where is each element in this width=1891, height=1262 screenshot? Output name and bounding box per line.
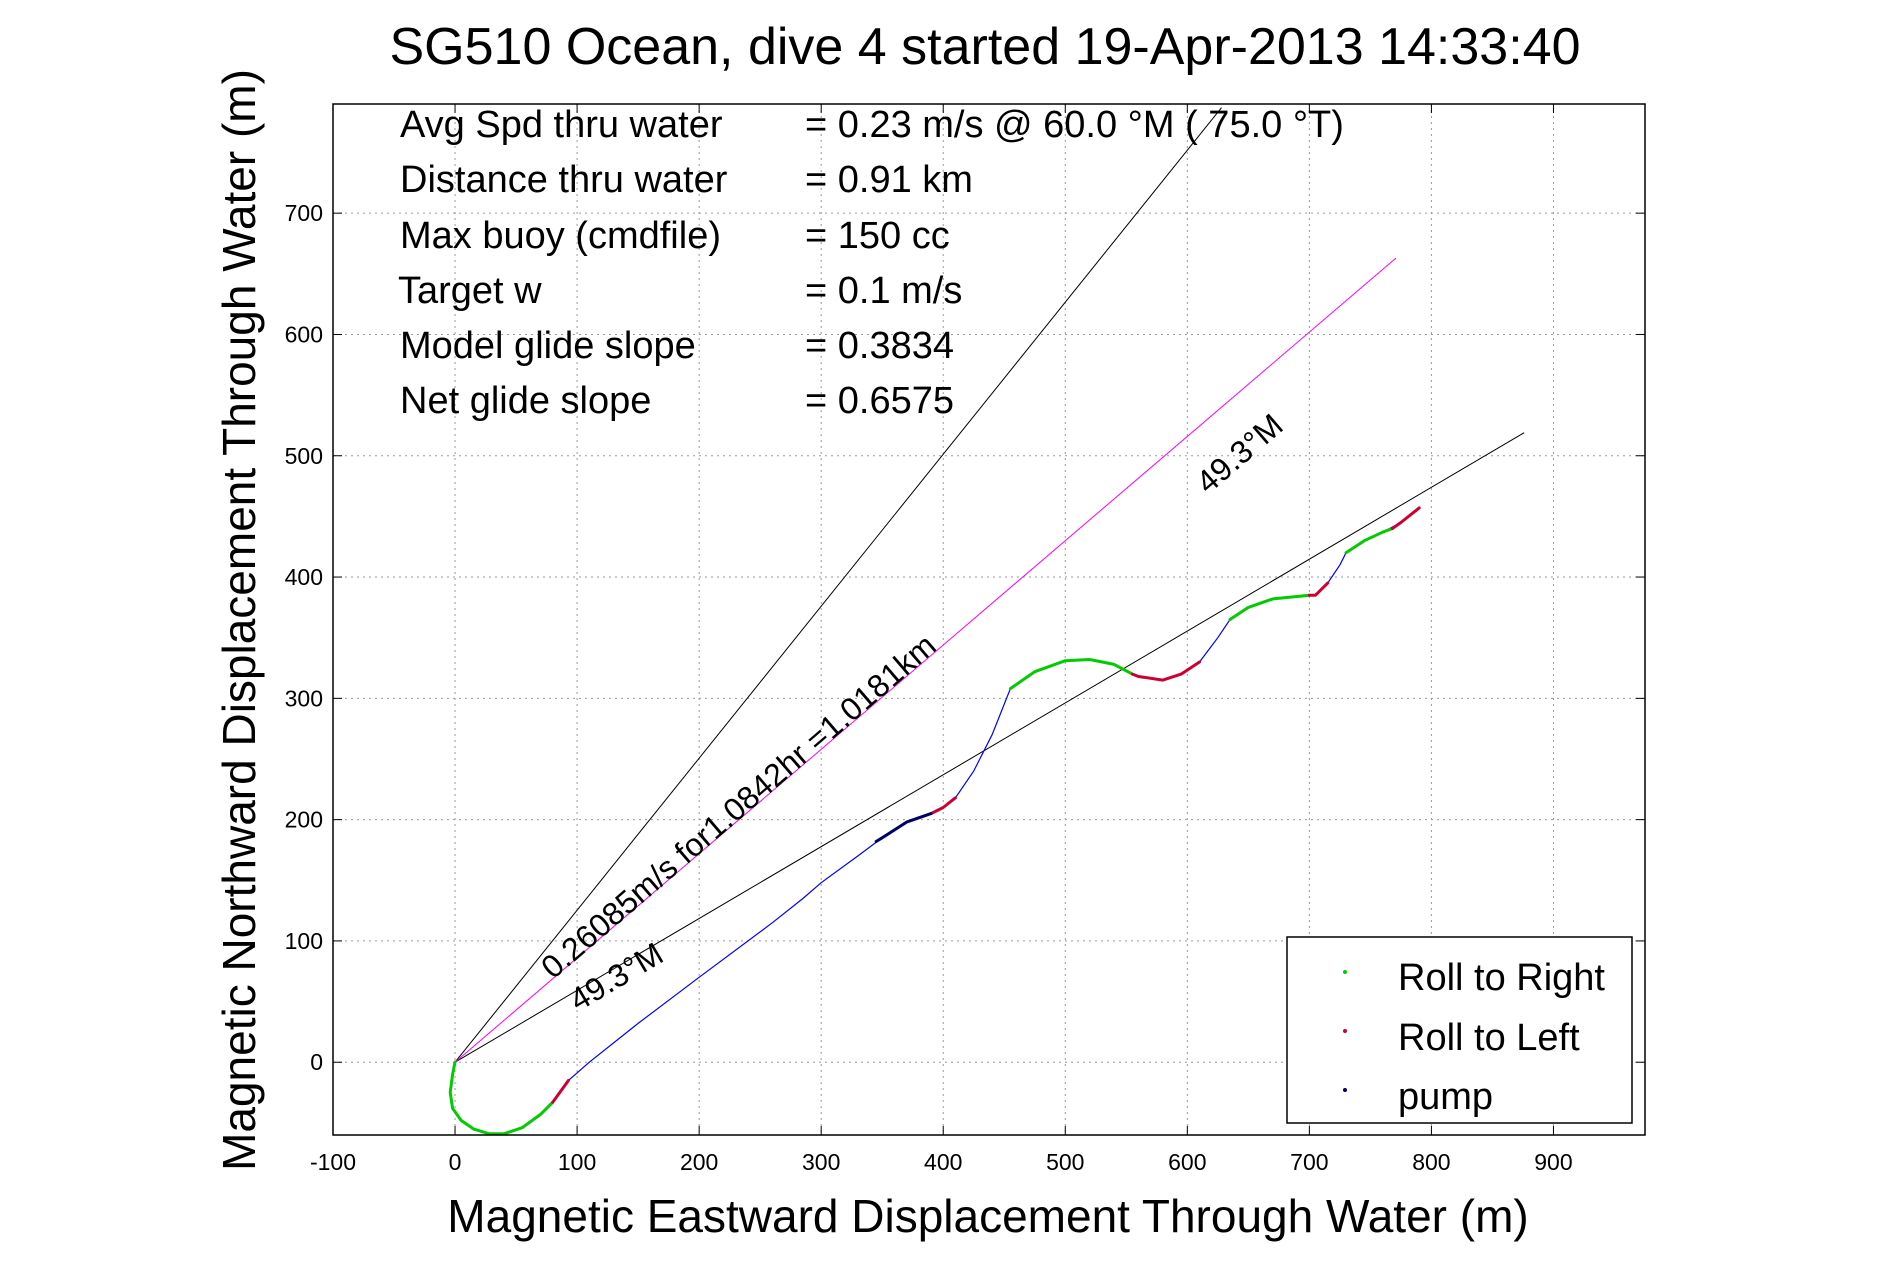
track-line bbox=[449, 507, 1420, 1135]
legend: Roll to Right Roll to Left pump bbox=[1286, 936, 1633, 1124]
series-layer bbox=[448, 506, 1421, 1136]
stat-label-model-glide: Model glide slope bbox=[400, 325, 696, 367]
stat-value-avg-speed: = 0.23 m/s @ 60.0 °M ( 75.0 °T) bbox=[805, 104, 1344, 146]
reference-line bbox=[454, 432, 1525, 1063]
x-tick-label: 500 bbox=[1046, 1149, 1084, 1175]
x-tick-label: 400 bbox=[924, 1149, 962, 1175]
stat-value-model-glide: = 0.3834 bbox=[805, 325, 954, 367]
x-tick-label: 800 bbox=[1412, 1149, 1450, 1175]
series-roll-to-right-segment bbox=[1008, 658, 1134, 691]
upper-heading-annotation: 49.3°M bbox=[1189, 407, 1290, 501]
x-tick-label: 200 bbox=[680, 1149, 718, 1175]
stat-value-target-w: = 0.1 m/s bbox=[805, 270, 962, 312]
legend-label-roll-left: Roll to Left bbox=[1398, 1017, 1580, 1059]
stat-label-distance: Distance thru water bbox=[400, 159, 728, 201]
current-annotation: 0.26085m/s for1.0842hr =1.0181km bbox=[534, 627, 943, 985]
series-roll-to-left-segment bbox=[1390, 506, 1421, 530]
x-tick-label: 300 bbox=[802, 1149, 840, 1175]
x-tick-label: -100 bbox=[310, 1149, 356, 1175]
legend-marker-pump bbox=[1343, 1088, 1347, 1092]
plot-frame bbox=[332, 103, 1646, 1136]
reference-lines bbox=[454, 107, 1525, 1063]
stat-label-net-glide: Net glide slope bbox=[400, 380, 651, 422]
glider-track bbox=[449, 507, 1420, 1135]
series-roll-to-right-segment bbox=[1344, 527, 1394, 555]
series-roll-to-left-segment bbox=[551, 1078, 570, 1104]
legend-marker-roll-right bbox=[1343, 970, 1347, 974]
reference-line bbox=[454, 107, 1222, 1063]
x-tick-labels: -100 0 100 200 300 400 500 600 700 800 900 bbox=[310, 1149, 1573, 1175]
x-tick-label: 0 bbox=[449, 1149, 462, 1175]
y-tick-label: 0 bbox=[310, 1049, 323, 1075]
y-tick-label: 500 bbox=[285, 443, 323, 469]
legend-marker-roll-left bbox=[1343, 1029, 1347, 1033]
stat-label-avg-speed: Avg Spd thru water bbox=[400, 104, 723, 146]
series-roll-to-left-segment bbox=[1307, 581, 1330, 597]
y-tick-label: 300 bbox=[285, 685, 323, 711]
y-tick-labels: 0 100 200 300 400 500 600 700 bbox=[285, 200, 323, 1075]
y-tick-label: 100 bbox=[285, 928, 323, 954]
chart-title: SG510 Ocean, dive 4 started 19-Apr-2013 … bbox=[390, 18, 1581, 76]
y-tick-label: 600 bbox=[285, 321, 323, 347]
stat-value-net-glide: = 0.6575 bbox=[805, 380, 954, 422]
stat-value-max-buoy: = 150 cc bbox=[805, 215, 950, 257]
stats-block: Avg Spd thru water = 0.23 m/s @ 60.0 °M … bbox=[398, 104, 1344, 422]
series-pump-segment bbox=[874, 812, 933, 843]
y-tick-label: 400 bbox=[285, 564, 323, 590]
stat-value-distance: = 0.91 km bbox=[805, 159, 973, 201]
x-tick-label: 900 bbox=[1534, 1149, 1572, 1175]
x-tick-label: 100 bbox=[558, 1149, 596, 1175]
y-tick-label: 200 bbox=[285, 807, 323, 833]
legend-label-roll-right: Roll to Right bbox=[1398, 957, 1605, 999]
series-roll-to-right-segment bbox=[1228, 593, 1311, 621]
x-tick-label: 700 bbox=[1290, 1149, 1328, 1175]
x-tick-label: 600 bbox=[1168, 1149, 1206, 1175]
series-roll-to-left-segment bbox=[929, 796, 957, 816]
legend-label-pump: pump bbox=[1398, 1076, 1493, 1118]
x-axis-label: Magnetic Eastward Displacement Through W… bbox=[447, 1190, 1528, 1242]
y-tick-label: 700 bbox=[285, 200, 323, 226]
stat-label-max-buoy: Max buoy (cmdfile) bbox=[400, 215, 721, 257]
series-roll-to-right-segment bbox=[448, 1060, 555, 1136]
reference-line bbox=[454, 257, 1397, 1063]
y-axis-label: Magnetic Northward Displacement Through … bbox=[213, 69, 265, 1171]
stat-label-target-w: Target w bbox=[398, 270, 542, 312]
series-roll-to-left-segment bbox=[1130, 660, 1201, 682]
